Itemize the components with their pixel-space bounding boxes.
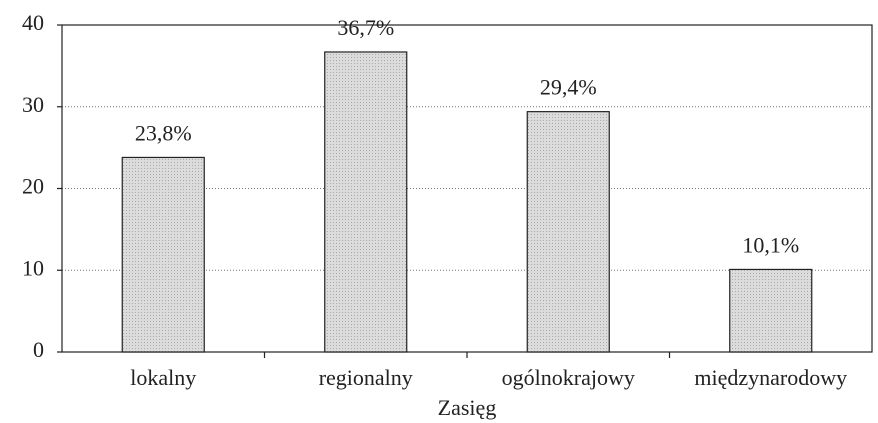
x-axis-label: Zasięg [438,395,497,420]
value-label: 29,4% [540,75,597,100]
bar [526,111,610,353]
y-tick-label: 30 [22,92,44,117]
bar [121,156,205,353]
y-tick-label: 10 [22,255,44,280]
y-tick-label: 40 [22,10,44,35]
bar [729,268,813,353]
value-label: 36,7% [337,15,394,40]
y-tick-label: 20 [22,174,44,199]
y-tick-label: 0 [33,337,44,362]
value-label: 10,1% [742,232,799,257]
value-label: 23,8% [135,120,192,145]
x-tick-label: ogólnokrajowy [502,365,635,390]
x-tick-label: międzynarodowy [694,365,847,390]
x-tick-label: regionalny [319,365,413,390]
bar [324,51,408,353]
x-tick-label: lokalny [130,365,196,390]
